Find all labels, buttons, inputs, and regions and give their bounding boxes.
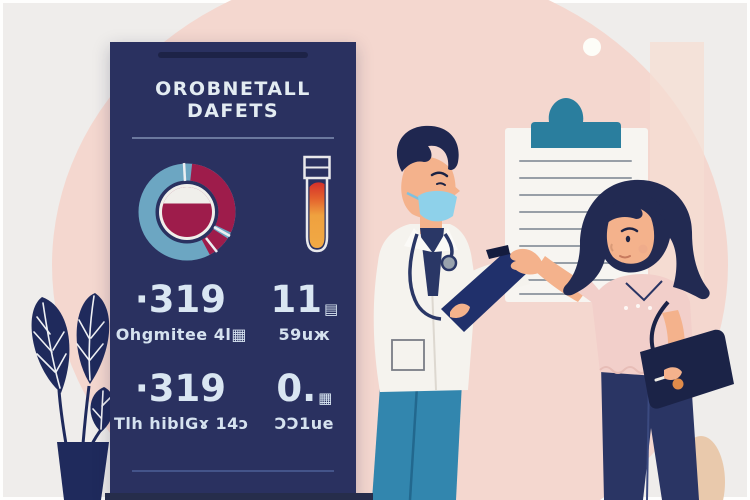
white-dot: [583, 38, 601, 56]
stat-label: 59uж: [278, 324, 331, 344]
stat-label: Tlh hiblGɤ 14ɔ: [113, 413, 249, 433]
panel-footer-divider: [132, 470, 334, 472]
handbag-clasp: [672, 378, 684, 390]
stats-grid: ·319 Ohgmitee 4l▦ 11 ▤ 59uж ·319 Tlh hibl…: [110, 278, 356, 433]
stat-value: 11 ▤: [270, 278, 339, 321]
stat-item: 0. ▦ ƆƆ1ue: [253, 366, 356, 433]
stat-item: ·319 Ohgmitee 4l▦: [110, 278, 253, 344]
doctor-illustration: [372, 125, 530, 500]
plant-pot: [57, 442, 109, 500]
stethoscope: [408, 233, 442, 321]
stat-label: Ohgmitee 4l▦: [115, 324, 247, 344]
patient-illustration: [510, 179, 734, 500]
donut-chart-icon: [138, 162, 236, 261]
doctor-scrub-pants: [372, 382, 462, 500]
infographic-panel: OROBNETALL DAFETS: [110, 42, 356, 500]
bottom-edge-strip: [105, 493, 373, 500]
stat-value: ·319: [134, 366, 226, 410]
panel-top-strip: [158, 52, 308, 58]
document-clip: [531, 98, 621, 148]
patient-hand: [510, 248, 542, 275]
stat-item: 11 ▤ 59uж: [253, 278, 356, 344]
doctor-hair: [396, 125, 459, 172]
panel-charts-row: [110, 143, 356, 269]
panel-title-divider: [132, 137, 334, 139]
handbag: [640, 329, 734, 409]
plant-icon: [31, 293, 115, 500]
stat-value: 0. ▦: [276, 366, 333, 410]
test-tube-icon: [303, 155, 331, 253]
panel-title: OROBNETALL DAFETS: [155, 78, 311, 122]
coat-pocket: [391, 339, 425, 371]
stat-label: ƆƆ1ue: [274, 413, 334, 433]
doctor-mask: [418, 190, 457, 222]
stat-item: ·319 Tlh hiblGɤ 14ɔ: [110, 366, 253, 433]
stat-value: ·319: [134, 278, 226, 321]
